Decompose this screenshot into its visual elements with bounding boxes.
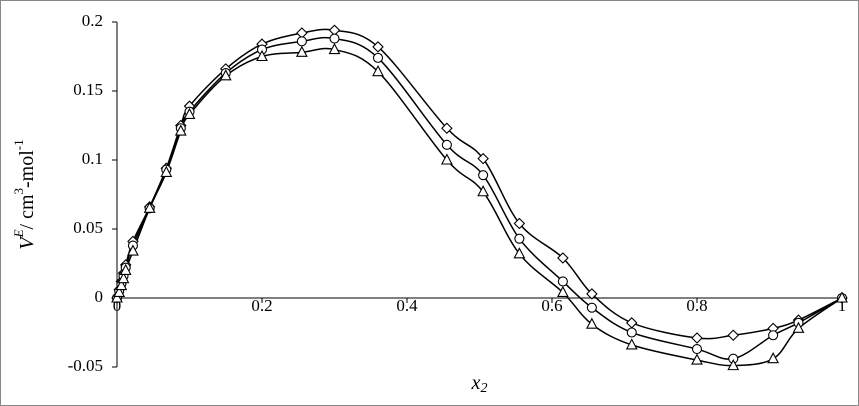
y-tick-label: -0.05: [68, 356, 103, 375]
y-axis-label-part: / cm: [16, 194, 38, 229]
data-point: [329, 33, 340, 44]
data-point: [477, 185, 490, 197]
data-point: [256, 49, 268, 62]
data-point: [127, 244, 139, 256]
data-point: [691, 353, 703, 365]
y-tick-label: 0.15: [73, 80, 103, 99]
data-point: [625, 338, 638, 350]
y-axis-label-part: -mol: [16, 150, 38, 188]
data-point: [111, 291, 123, 303]
data-point: [441, 139, 452, 150]
y-axis-label-part: -1: [11, 139, 26, 150]
data-point: [513, 247, 526, 259]
data-point: [556, 285, 569, 298]
data-point: [219, 69, 232, 81]
data-point: [626, 327, 637, 338]
x-tick-label: 0.4: [396, 296, 418, 315]
y-axis-label-part: 3: [11, 188, 26, 195]
data-point: [372, 64, 384, 77]
data-point: [441, 122, 453, 135]
data-point: [557, 276, 568, 287]
y-tick-label: 0.2: [82, 11, 103, 30]
data-point: [691, 332, 703, 344]
data-point: [514, 233, 525, 244]
data-point: [557, 252, 569, 264]
data-point: [767, 352, 780, 364]
data-point: [478, 170, 489, 181]
x-tick-label: 0.6: [541, 296, 562, 315]
data-point: [586, 302, 597, 313]
data-point: [727, 329, 740, 342]
data-point: [513, 217, 526, 230]
data-point: [295, 45, 308, 57]
x-tick-label: 1: [838, 296, 847, 315]
data-point: [296, 36, 307, 47]
y-axis-label-part: V: [16, 235, 38, 250]
x-axis-label: x2: [471, 372, 488, 397]
data-point: [477, 152, 489, 165]
x-tick-label: 0.2: [251, 296, 272, 315]
x-tick-label: 0.8: [686, 296, 707, 315]
y-tick-label: 0.05: [73, 218, 103, 237]
data-point: [143, 201, 156, 213]
data-point: [586, 288, 598, 300]
y-tick-label: 0.1: [82, 149, 103, 168]
data-point: [113, 285, 126, 298]
x-axis-label-part: 2: [480, 381, 487, 396]
x-axis-label-part: x: [471, 372, 481, 394]
data-point: [836, 291, 848, 303]
y-axis-label-part: E: [11, 229, 26, 238]
data-point: [183, 107, 196, 120]
y-axis-label: VE/ cm3-mol-1: [11, 139, 37, 249]
y-tick-label: 0: [95, 287, 104, 306]
data-point: [440, 153, 453, 165]
x-tick-label: 0: [113, 296, 122, 315]
data-point: [372, 41, 384, 53]
data-point: [328, 42, 341, 55]
data-point: [372, 52, 384, 63]
data-point: [768, 330, 779, 341]
data-point: [792, 321, 805, 333]
data-point: [160, 165, 173, 177]
data-point: [691, 344, 703, 355]
data-point: [727, 358, 740, 371]
data-point: [117, 271, 130, 284]
data-point: [119, 263, 132, 275]
data-point: [585, 317, 598, 329]
data-point: [115, 278, 128, 291]
data-point: [174, 124, 187, 136]
